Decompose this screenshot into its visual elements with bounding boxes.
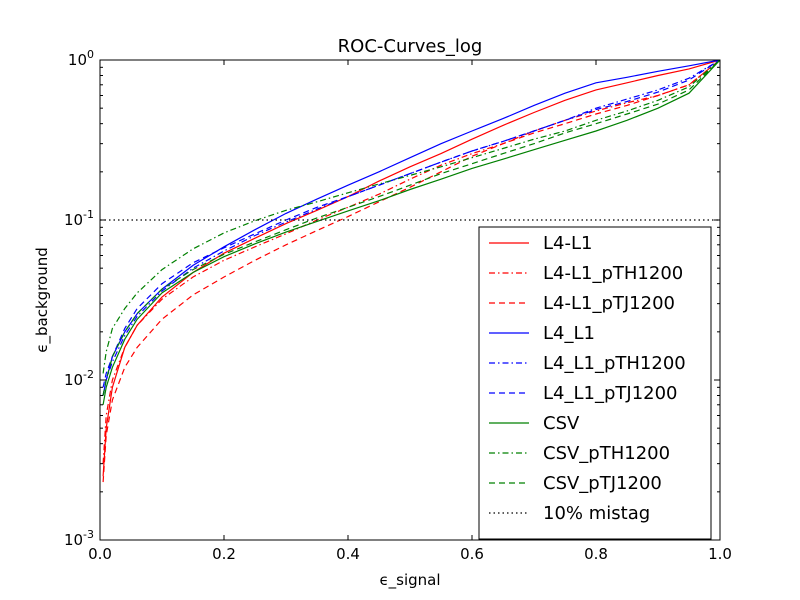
series-line-6 xyxy=(102,60,720,405)
legend-label: L4_L1_pTH1200 xyxy=(543,353,686,374)
series-line-4 xyxy=(102,60,720,396)
x-tick-label: 0.0 xyxy=(88,545,112,563)
y-axis-label: ϵ_background xyxy=(33,247,52,352)
legend-box xyxy=(478,226,712,540)
y-tick-label: 10-2 xyxy=(64,368,94,389)
x-tick-label: 1.0 xyxy=(708,545,732,563)
series-line-5 xyxy=(102,60,720,388)
series-line-7 xyxy=(102,60,720,374)
legend-label: L4_L1_pTJ1200 xyxy=(543,383,678,404)
series-layer xyxy=(100,60,720,483)
legend: L4-L1 L4-L1_pTH1200 L4-L1_pTJ1200 L4_L1 L4_L… xyxy=(478,226,712,540)
y-axis: 10-3 10-2 10-1 100 xyxy=(64,48,720,549)
x-axis-label: ϵ_signal xyxy=(379,571,440,590)
legend-label: L4_L1 xyxy=(543,323,595,344)
x-tick-label: 0.4 xyxy=(336,545,360,563)
legend-label: L4-L1_pTH1200 xyxy=(543,263,683,284)
legend-label: L4-L1_pTJ1200 xyxy=(543,293,675,314)
y-tick-label: 100 xyxy=(68,48,94,69)
chart-title: ROC-Curves_log xyxy=(338,36,483,57)
y-tick-label: 10-1 xyxy=(64,208,94,229)
legend-label: CSV_pTH1200 xyxy=(543,443,670,464)
legend-label: CSV_pTJ1200 xyxy=(543,473,662,494)
x-tick-label: 0.2 xyxy=(212,545,236,563)
legend-label: CSV xyxy=(543,413,580,434)
y-tick-label: 10-3 xyxy=(64,528,94,549)
plot-frame xyxy=(99,59,721,541)
x-tick-label: 0.6 xyxy=(460,545,484,563)
series-line-8 xyxy=(102,60,720,396)
series-line-3 xyxy=(102,60,720,396)
legend-label: L4-L1 xyxy=(543,233,592,254)
legend-label: 10% mistag xyxy=(543,503,650,524)
x-tick-label: 0.8 xyxy=(584,545,608,563)
series-line-1 xyxy=(102,60,720,464)
